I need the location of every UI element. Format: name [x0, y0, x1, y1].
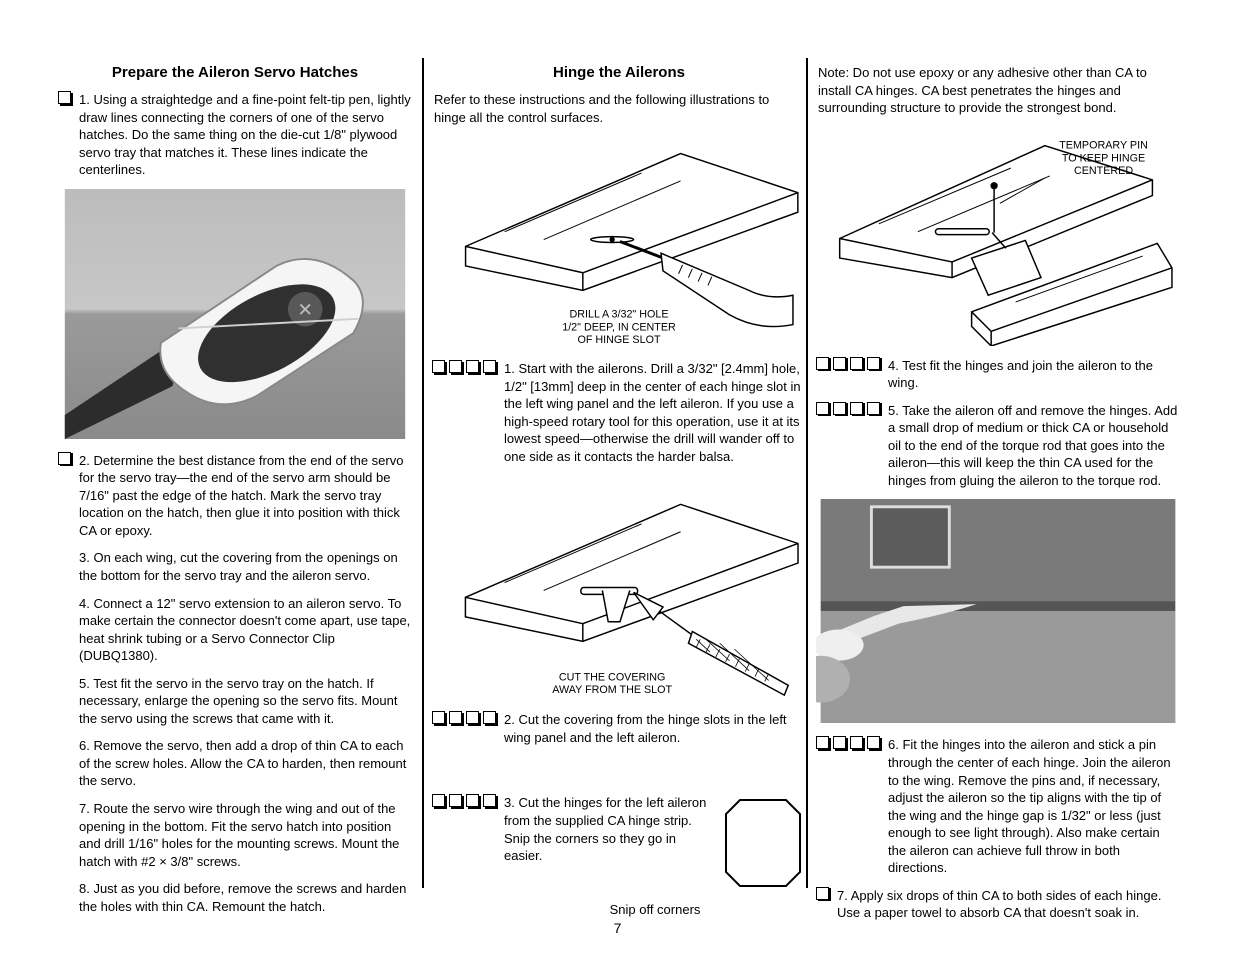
- diagram-caption: AWAY FROM THE SLOT: [552, 685, 672, 697]
- checkbox-icon[interactable]: [466, 360, 479, 373]
- step-text: 3. Cut the hinges for the left aileron f…: [504, 794, 710, 864]
- checkbox-icon[interactable]: [833, 357, 846, 370]
- checkbox-icon[interactable]: [483, 794, 496, 807]
- checkbox-icon[interactable]: [58, 452, 71, 465]
- step-c1-3: 3. On each wing, cut the covering from t…: [58, 549, 412, 584]
- section-heading-hinge: Hinge the Ailerons: [432, 64, 806, 81]
- checkboxes: [432, 360, 496, 373]
- diagram-caption: TEMPORARY PIN: [1059, 139, 1148, 151]
- checkbox-icon[interactable]: [449, 360, 462, 373]
- diagram-cut-covering: CUT THE COVERING AWAY FROM THE SLOT: [432, 475, 806, 705]
- step-text: 1. Using a straightedge and a fine-point…: [79, 91, 412, 179]
- checkbox-icon[interactable]: [432, 711, 445, 724]
- step-text: 1. Start with the ailerons. Drill a 3/32…: [504, 360, 806, 465]
- checkboxes: [58, 452, 71, 465]
- checkbox-icon[interactable]: [833, 402, 846, 415]
- step-c3-5: 5. Take the aileron off and remove the h…: [816, 402, 1180, 490]
- diagram-temporary-pin: TEMPORARY PIN TO KEEP HINGE CENTERED: [816, 131, 1180, 351]
- step-c1-8: 8. Just as you did before, remove the sc…: [58, 880, 412, 915]
- photo-servo-hatch: [58, 189, 412, 444]
- step-c1-6: 6. Remove the servo, then add a drop of …: [58, 737, 412, 790]
- diagram-drill-hole: DRILL A 3/32" HOLE 1/2" DEEP, IN CENTER …: [432, 134, 806, 354]
- caption-snip-corners: Snip off corners: [504, 901, 806, 919]
- checkboxes: [816, 402, 880, 415]
- column-divider-1: [422, 58, 424, 888]
- diagram-caption: CENTERED: [1074, 165, 1133, 177]
- checkbox-icon[interactable]: [816, 357, 829, 370]
- checkbox-icon[interactable]: [58, 91, 71, 104]
- step-c1-5: 5. Test fit the servo in the servo tray …: [58, 675, 412, 728]
- checkbox-icon[interactable]: [483, 360, 496, 373]
- checkbox-icon[interactable]: [867, 357, 880, 370]
- checkbox-icon[interactable]: [466, 794, 479, 807]
- checkbox-icon[interactable]: [816, 887, 829, 900]
- step-text: 2. Determine the best distance from the …: [79, 452, 412, 540]
- step-c2-1: 1. Start with the ailerons. Drill a 3/32…: [432, 360, 806, 465]
- step-text: 3. On each wing, cut the covering from t…: [79, 549, 412, 584]
- note-text: Note: Do not use epoxy or any adhesive o…: [818, 64, 1178, 117]
- step-c2-3: 3. Cut the hinges for the left aileron f…: [432, 794, 806, 919]
- checkbox-icon[interactable]: [432, 360, 445, 373]
- checkbox-icon[interactable]: [466, 711, 479, 724]
- checkboxes: [816, 887, 829, 900]
- step-text: 6. Remove the servo, then add a drop of …: [79, 737, 412, 790]
- checkboxes: [58, 91, 71, 104]
- checkbox-icon[interactable]: [850, 402, 863, 415]
- diagram-caption: OF HINGE SLOT: [577, 334, 660, 346]
- intro-text: Refer to these instructions and the foll…: [434, 91, 804, 126]
- checkbox-icon[interactable]: [816, 736, 829, 749]
- column-1: Prepare the Aileron Servo Hatches 1. Usi…: [58, 58, 412, 888]
- step-text: 5. Test fit the servo in the servo tray …: [79, 675, 412, 728]
- checkbox-icon[interactable]: [867, 402, 880, 415]
- step-text: 7. Apply six drops of thin CA to both si…: [837, 887, 1180, 922]
- checkbox-icon[interactable]: [483, 711, 496, 724]
- section-heading-prepare: Prepare the Aileron Servo Hatches: [58, 64, 412, 81]
- checkboxes: [432, 711, 496, 724]
- checkbox-icon[interactable]: [833, 736, 846, 749]
- checkbox-icon[interactable]: [850, 736, 863, 749]
- column-divider-2: [806, 58, 808, 888]
- page-number: 7: [614, 920, 622, 936]
- column-2: Hinge the Ailerons Refer to these instru…: [432, 58, 806, 888]
- step-c1-1: 1. Using a straightedge and a fine-point…: [58, 91, 412, 179]
- step-c2-2: 2. Cut the covering from the hinge slots…: [432, 711, 806, 746]
- step-c1-2: 2. Determine the best distance from the …: [58, 452, 412, 540]
- checkbox-icon[interactable]: [850, 357, 863, 370]
- checkbox-icon[interactable]: [867, 736, 880, 749]
- checkbox-icon[interactable]: [449, 711, 462, 724]
- diagram-caption: DRILL A 3/32" HOLE: [569, 309, 668, 321]
- step-text: 4. Connect a 12" servo extension to an a…: [79, 595, 412, 665]
- step-text: 8. Just as you did before, remove the sc…: [79, 880, 412, 915]
- photo-apply-ca: [816, 499, 1180, 728]
- diagram-caption: TO KEEP HINGE: [1062, 152, 1145, 164]
- step-c1-7: 7. Route the servo wire through the wing…: [58, 800, 412, 870]
- checkbox-icon[interactable]: [816, 402, 829, 415]
- step-text: 4. Test fit the hinges and join the aile…: [888, 357, 1180, 392]
- step-text: 2. Cut the covering from the hinge slots…: [504, 711, 806, 746]
- step-c3-4: 4. Test fit the hinges and join the aile…: [816, 357, 1180, 392]
- column-3: Note: Do not use epoxy or any adhesive o…: [816, 58, 1180, 888]
- step-c1-4: 4. Connect a 12" servo extension to an a…: [58, 595, 412, 665]
- checkboxes: [816, 357, 880, 370]
- diagram-caption: 1/2" DEEP, IN CENTER: [562, 322, 676, 334]
- diagram-hinge-piece: [720, 794, 806, 899]
- step-text: 5. Take the aileron off and remove the h…: [888, 402, 1180, 490]
- step-c3-6: 6. Fit the hinges into the aileron and s…: [816, 736, 1180, 876]
- checkbox-icon[interactable]: [432, 794, 445, 807]
- page: Prepare the Aileron Servo Hatches 1. Usi…: [0, 0, 1235, 954]
- step-text: 6. Fit the hinges into the aileron and s…: [888, 736, 1180, 876]
- checkboxes: [432, 794, 496, 807]
- checkbox-icon[interactable]: [449, 794, 462, 807]
- diagram-caption: CUT THE COVERING: [559, 672, 666, 684]
- step-text: 7. Route the servo wire through the wing…: [79, 800, 412, 870]
- step-c3-7: 7. Apply six drops of thin CA to both si…: [816, 887, 1180, 922]
- checkboxes: [816, 736, 880, 749]
